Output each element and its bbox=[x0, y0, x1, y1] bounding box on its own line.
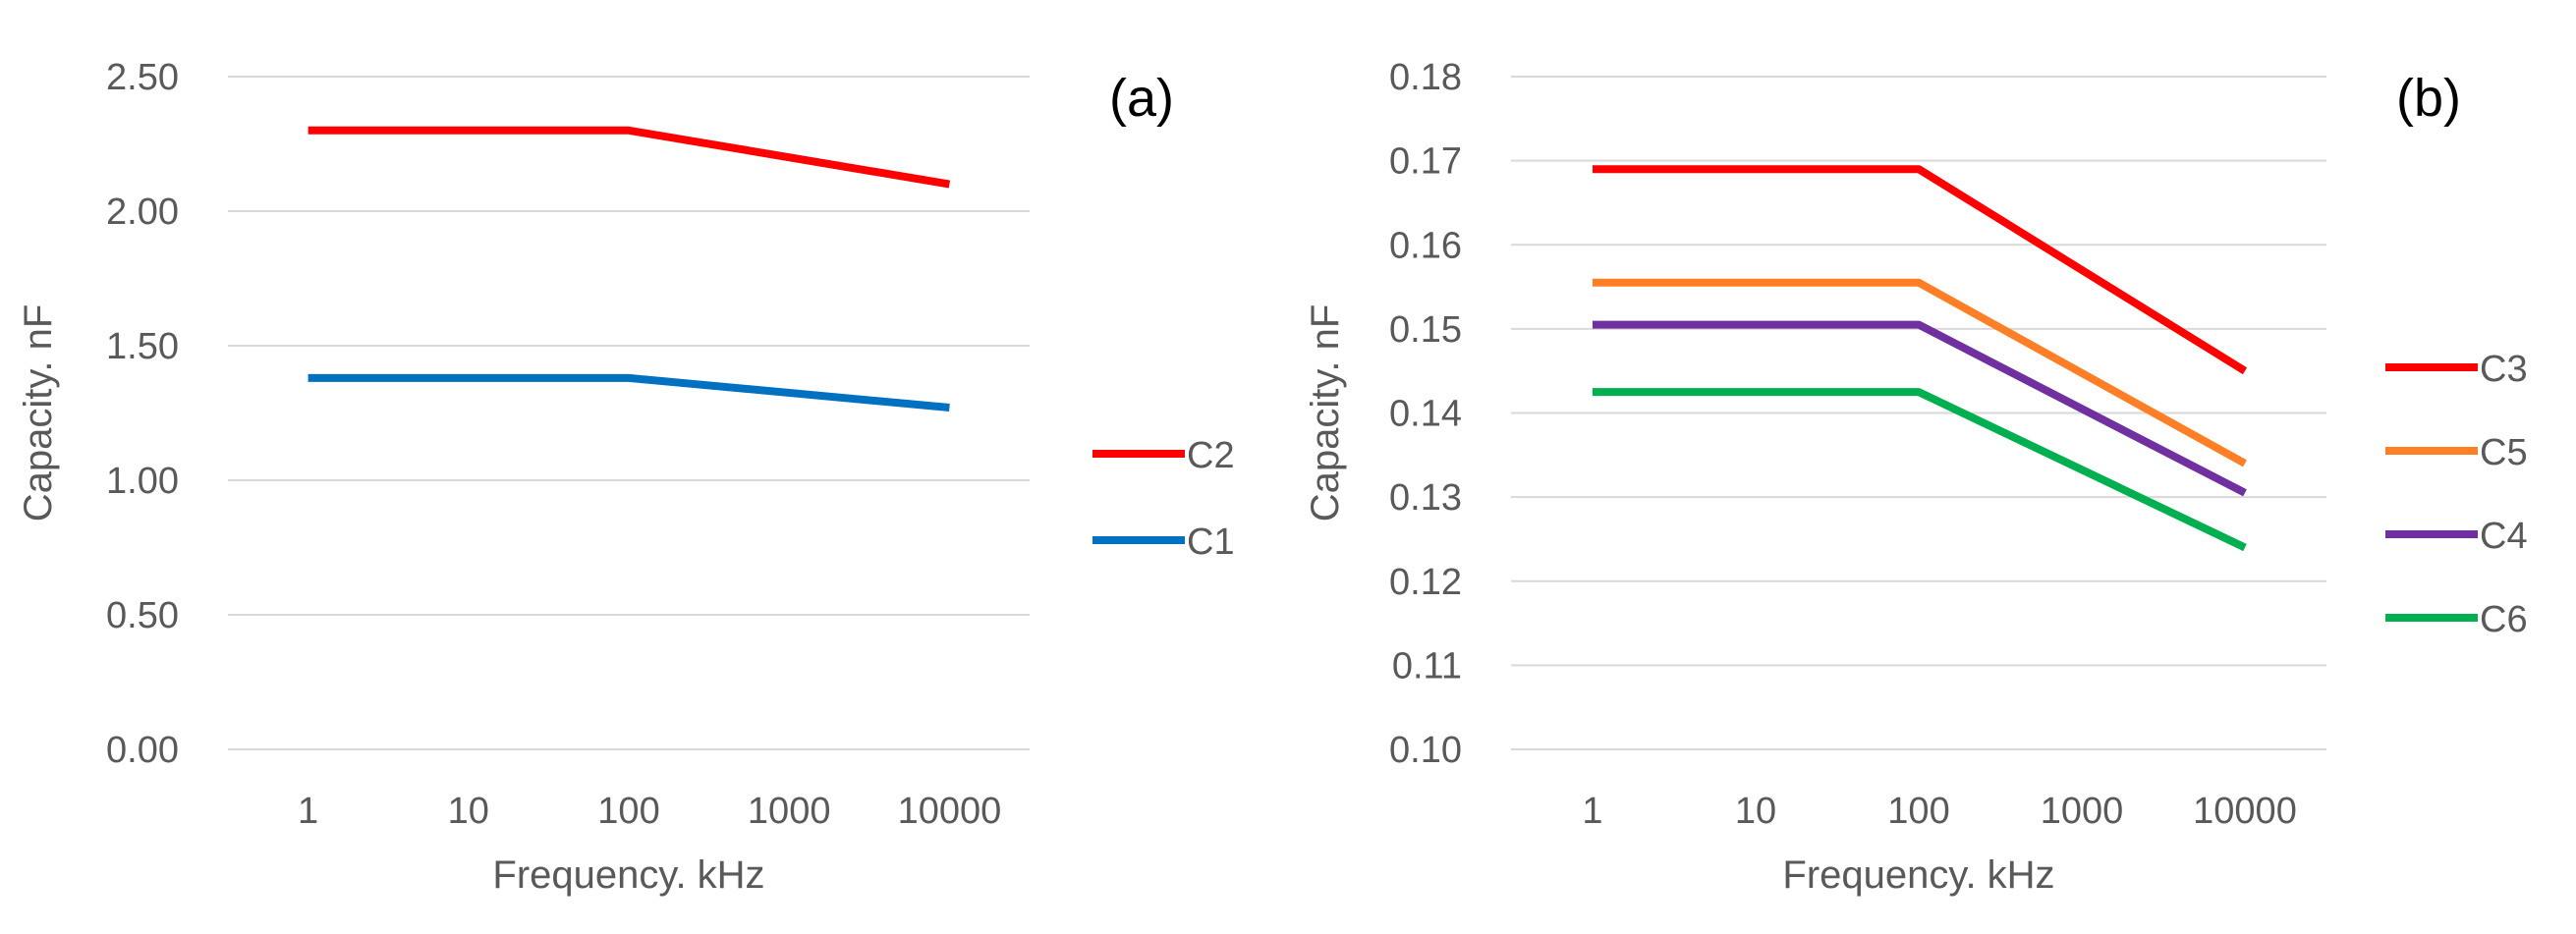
x-axis-title: Frequency. kHz bbox=[1782, 853, 2054, 897]
legend-label-c6: C6 bbox=[2480, 599, 2528, 640]
legend-label-c1: C1 bbox=[1187, 522, 1235, 563]
x-tick-label: 10000 bbox=[898, 791, 1002, 832]
x-axis-title: Frequency. kHz bbox=[492, 853, 764, 897]
chart-panel-a: 0.00 0.50 1.00 1.50 2.00 2.50 1 10 100 1000 10000 F… bbox=[17, 57, 1235, 897]
series-line-c2 bbox=[308, 126, 951, 189]
series-line-c4 bbox=[1593, 320, 2247, 497]
panel-label: (a) bbox=[1109, 69, 1174, 128]
x-tick-label: 10 bbox=[1735, 791, 1776, 832]
series-line-c5 bbox=[1593, 278, 2247, 467]
legend-label-c2: C2 bbox=[1187, 435, 1235, 476]
y-axis-title: Capacity. nF bbox=[17, 304, 60, 522]
y-tick-label: 1.00 bbox=[106, 461, 179, 502]
y-tick-label: 0.18 bbox=[1389, 57, 1462, 98]
chart-panel-b: 0.10 0.11 0.12 0.13 0.14 0.15 0.16 0.17 0.18 1 10 1… bbox=[1304, 57, 2528, 897]
x-tick-label: 100 bbox=[1887, 791, 1949, 832]
y-tick-label: 0.10 bbox=[1389, 730, 1462, 771]
x-tick-label: 100 bbox=[597, 791, 659, 832]
x-tick-label: 1 bbox=[1582, 791, 1602, 832]
y-tick-label: 0.17 bbox=[1389, 141, 1462, 183]
series-line-c6 bbox=[1593, 388, 2247, 552]
y-axis-title: Capacity. nF bbox=[1304, 304, 1347, 522]
panel-label: (b) bbox=[2396, 69, 2461, 128]
y-tick-label: 0.13 bbox=[1389, 477, 1462, 519]
y-tick-label: 0.16 bbox=[1389, 225, 1462, 266]
y-tick-label: 0.14 bbox=[1389, 394, 1462, 435]
x-tick-label: 10 bbox=[448, 791, 489, 832]
y-tick-label: 0.50 bbox=[106, 595, 179, 636]
y-tick-label: 0.11 bbox=[1392, 645, 1462, 687]
x-tick-label: 10000 bbox=[2193, 791, 2297, 832]
y-tick-label: 2.50 bbox=[106, 57, 179, 98]
x-tick-label: 1 bbox=[298, 791, 318, 832]
series-line-c3 bbox=[1593, 165, 2248, 375]
y-tick-label: 0.12 bbox=[1389, 562, 1462, 603]
legend-label-c5: C5 bbox=[2480, 432, 2528, 473]
x-tick-label: 1000 bbox=[2041, 791, 2124, 832]
x-tick-label: 1000 bbox=[748, 791, 831, 832]
y-tick-label: 1.50 bbox=[106, 326, 179, 367]
y-tick-label: 0.00 bbox=[106, 730, 179, 771]
y-tick-label: 2.00 bbox=[106, 192, 179, 233]
y-tick-label: 0.15 bbox=[1389, 309, 1462, 351]
legend-label-c4: C4 bbox=[2480, 516, 2528, 557]
legend-label-c3: C3 bbox=[2480, 349, 2528, 390]
series-line-c1 bbox=[308, 373, 950, 412]
